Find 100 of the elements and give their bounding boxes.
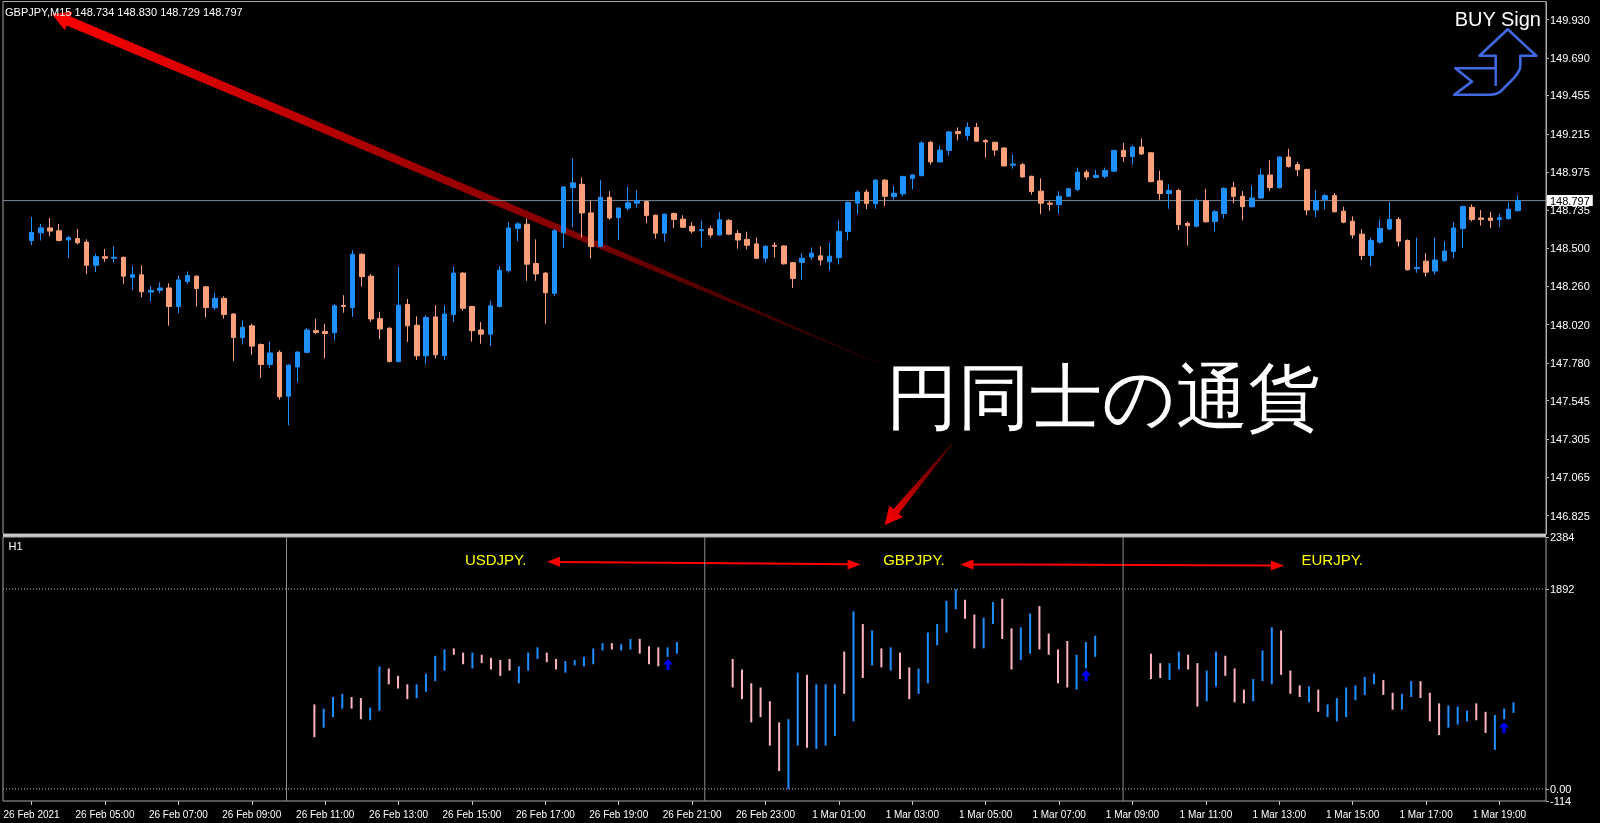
candlestick xyxy=(1442,240,1447,263)
candlestick xyxy=(387,326,392,363)
bar xyxy=(889,647,892,671)
bar xyxy=(796,672,799,746)
bar xyxy=(1159,663,1162,678)
candlestick xyxy=(1332,192,1337,214)
candlestick xyxy=(1221,186,1227,220)
candlestick xyxy=(1203,188,1209,223)
candlestick xyxy=(864,188,869,210)
candlestick xyxy=(56,223,62,242)
bar xyxy=(313,704,316,738)
candlestick xyxy=(1469,203,1475,223)
candlestick xyxy=(1056,190,1062,215)
y-tick-label: 147.305 xyxy=(1550,432,1590,445)
bar xyxy=(490,657,492,670)
y-tick-label: 2384 xyxy=(1550,531,1575,543)
candlestick xyxy=(396,266,401,363)
candlestick xyxy=(965,121,970,142)
category-label: 26 Feb 11:00 xyxy=(296,808,355,820)
category-label: 26 Feb 17:00 xyxy=(515,808,575,820)
bar xyxy=(415,684,418,699)
bar xyxy=(629,638,632,650)
candlestick xyxy=(818,245,823,266)
bar xyxy=(1484,711,1487,733)
candlestick xyxy=(176,275,181,314)
candlestick xyxy=(221,295,227,320)
candlestick xyxy=(937,145,943,163)
bar xyxy=(657,647,660,667)
candlestick xyxy=(1488,211,1493,229)
bar xyxy=(1382,680,1385,695)
candlestick xyxy=(919,140,924,177)
bar xyxy=(1196,663,1199,707)
candlestick xyxy=(66,235,71,259)
candlestick xyxy=(533,238,539,282)
candlestick xyxy=(543,271,548,325)
candlestick xyxy=(1093,169,1099,179)
candlestick xyxy=(1368,237,1374,267)
candlestick xyxy=(1387,201,1392,231)
bar xyxy=(750,683,753,723)
bar xyxy=(926,632,929,684)
bar xyxy=(1233,668,1236,703)
bar xyxy=(1438,703,1441,736)
candlestick xyxy=(1020,162,1025,179)
bar xyxy=(1363,676,1366,695)
bar xyxy=(1057,649,1059,684)
y-tick-label: 148.260 xyxy=(1550,280,1590,293)
bar xyxy=(1047,633,1050,655)
candlestick xyxy=(506,221,511,274)
y-tick-label: 147.545 xyxy=(1550,394,1590,407)
y-tick-label: 148.500 xyxy=(1550,242,1590,255)
bar xyxy=(434,655,437,682)
bar xyxy=(387,668,390,685)
candlestick xyxy=(1304,168,1310,216)
candlestick xyxy=(1249,184,1255,209)
candlestick xyxy=(121,256,126,285)
bar xyxy=(843,651,846,694)
bar xyxy=(443,649,446,671)
candlestick xyxy=(910,173,915,190)
annotation: USDJPY. xyxy=(464,550,527,568)
bar xyxy=(1270,627,1273,685)
candlestick xyxy=(1121,142,1126,163)
bar xyxy=(452,648,455,655)
bar xyxy=(610,643,613,650)
candlestick xyxy=(1185,221,1190,247)
bar xyxy=(1261,650,1264,682)
bar xyxy=(536,647,539,659)
bar xyxy=(1335,698,1338,722)
candlestick xyxy=(1166,183,1172,210)
candlestick xyxy=(855,190,860,215)
candlestick xyxy=(313,318,319,335)
candlestick xyxy=(616,206,621,241)
candlestick xyxy=(405,298,410,343)
candlestick xyxy=(111,245,117,263)
candlestick xyxy=(84,238,89,275)
candlestick xyxy=(203,285,209,319)
candlestick xyxy=(992,141,998,157)
bar xyxy=(731,658,734,688)
bar xyxy=(982,617,985,649)
bar xyxy=(555,658,558,670)
candlestick xyxy=(1075,167,1080,192)
candlestick xyxy=(1396,216,1401,248)
category-label: 26 Feb 21:00 xyxy=(662,808,722,820)
candlestick xyxy=(1231,181,1236,204)
candlestick xyxy=(634,189,640,209)
bar xyxy=(638,638,641,654)
bar xyxy=(480,654,483,664)
annotation: EURJPY. xyxy=(1301,550,1363,568)
candlestick xyxy=(772,241,777,259)
candlestick xyxy=(497,265,502,308)
candlestick xyxy=(570,157,576,228)
y-tick-label: -114 xyxy=(1550,795,1572,807)
candlestick xyxy=(946,130,952,157)
candlestick xyxy=(1084,169,1089,181)
candlestick xyxy=(1157,170,1163,201)
candlestick xyxy=(653,213,658,240)
candlestick xyxy=(891,185,897,201)
candlestick xyxy=(1148,151,1154,184)
candlestick xyxy=(75,228,80,246)
candlestick xyxy=(1194,198,1199,228)
candlestick xyxy=(433,304,438,359)
